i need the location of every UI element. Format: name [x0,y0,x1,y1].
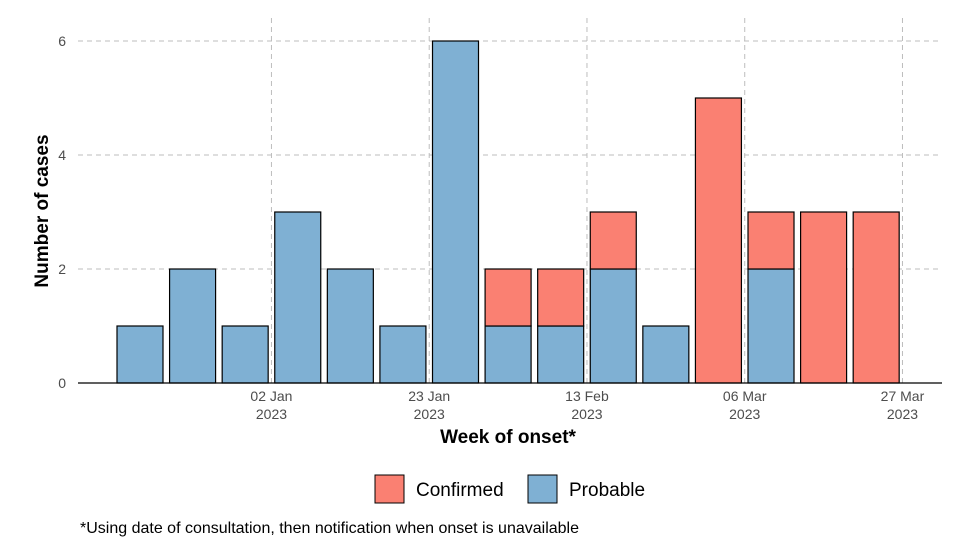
footnote: *Using date of consultation, then notifi… [80,520,579,537]
legend-swatch-confirmed [374,474,405,504]
x-tick-label: 06 Mar [723,388,767,404]
bar-confirmed [589,211,637,270]
bar-probable [168,268,217,384]
bar-probable [537,325,585,384]
bar-probable [642,325,690,384]
bar-confirmed [747,211,795,270]
bars [116,40,900,384]
y-axis-title: Number of cases [32,134,53,287]
bar-probable [326,268,374,384]
bar-probable [274,211,322,384]
legend-label-probable: Probable [569,480,645,501]
bar-probable [379,325,427,384]
bar-probable [116,325,164,384]
x-axis-title: Week of onset* [440,427,576,448]
bar-confirmed [537,268,585,327]
y-tick-label: 0 [58,375,66,391]
bar-probable [589,268,637,384]
x-tick-label: 27 Mar [881,388,925,404]
y-tick-labels: 0 2 4 6 [58,33,66,391]
legend-label-confirmed: Confirmed [416,480,504,501]
bar-probable [484,325,532,384]
x-tick-label: 2023 [414,406,445,422]
x-tick-label: 2023 [729,406,760,422]
x-tick-label: 02 Jan [250,388,292,404]
bar-confirmed [484,268,532,327]
bar-confirmed [852,211,900,384]
gridlines [78,18,942,383]
bar-probable [431,40,480,384]
bar-probable [221,325,269,384]
y-tick-label: 2 [58,261,66,277]
x-tick-label: 2023 [256,406,287,422]
x-tick-labels: 02 Jan 2023 23 Jan 2023 13 Feb 2023 06 Mar 2023… [250,388,924,422]
y-tick-label: 6 [58,33,66,49]
bar-confirmed [694,97,743,384]
bar-confirmed [799,211,848,384]
x-tick-label: 2023 [887,406,918,422]
x-tick-label: 2023 [571,406,602,422]
y-tick-label: 4 [58,147,66,163]
x-tick-label: 13 Feb [565,388,609,404]
x-tick-label: 23 Jan [408,388,450,404]
legend-swatch-probable [527,474,558,504]
legend: Confirmed Probable [374,474,645,504]
bar-probable [747,268,795,384]
